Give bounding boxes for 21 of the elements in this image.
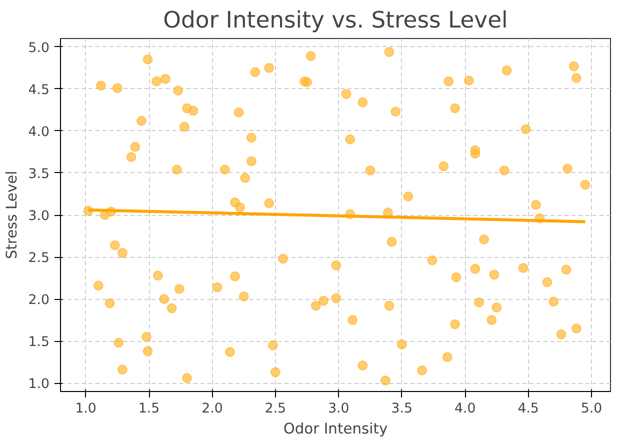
y-axis-title: Stress Level: [3, 170, 20, 260]
y-tick-label: 3.5: [28, 166, 50, 182]
x-axis-title: Odor Intensity: [283, 420, 388, 438]
x-tick-label: 5.0: [580, 402, 602, 416]
y-tick-label: 4.5: [28, 82, 50, 98]
x-tick-label: 2.5: [264, 402, 286, 416]
x-tick-label: 1.5: [138, 402, 160, 416]
y-tick-label: 2.5: [28, 251, 50, 266]
y-tick-label: 5.0: [28, 40, 50, 56]
x-tick-label: 3.5: [391, 402, 412, 416]
y-tick-label: 1.5: [28, 335, 50, 350]
x-tick-label: 2.0: [202, 402, 223, 416]
y-tick-label: 3.0: [28, 209, 50, 224]
x-tick-label: 3.0: [328, 402, 350, 416]
x-tick-label: 1.0: [75, 402, 96, 416]
y-tick-label: 2.0: [28, 293, 50, 308]
y-tick-label: 4.0: [28, 124, 50, 140]
x-tick-label: 4.5: [518, 402, 539, 416]
x-tick-label: 4.0: [454, 402, 476, 416]
y-tick-label: 1.0: [28, 377, 50, 392]
chart-title: Odor Intensity vs. Stress Level: [163, 8, 508, 34]
